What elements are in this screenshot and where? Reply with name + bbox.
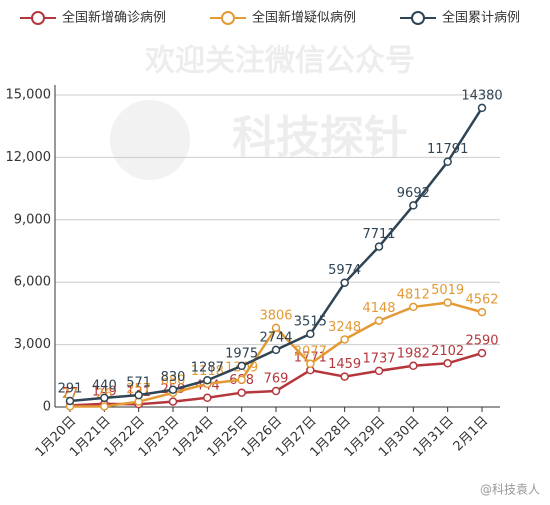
data-label: 4148 [362, 301, 395, 316]
data-label: 3806 [259, 308, 292, 323]
y-tick-label: 3,000 [14, 337, 51, 352]
data-point [271, 323, 281, 333]
data-point [443, 359, 452, 368]
data-point [477, 307, 487, 317]
data-point [271, 386, 281, 396]
data-label: 2102 [431, 344, 464, 359]
legend-item: 全国累计病例 [400, 10, 520, 26]
data-label: 769 [264, 372, 289, 387]
data-label: 9692 [397, 186, 430, 201]
data-point [271, 345, 281, 355]
data-label: 77 [62, 386, 79, 401]
data-point [443, 157, 452, 166]
data-point [237, 388, 246, 397]
data-point [477, 348, 487, 358]
data-label: 291 [58, 381, 83, 396]
data-point [374, 366, 384, 376]
data-label: 2077 [294, 344, 327, 359]
watermark: @科技袁人 [480, 483, 540, 497]
data-label: 27 [62, 387, 79, 402]
y-tick-label: 6,000 [14, 275, 51, 290]
data-label: 680 [161, 373, 186, 388]
data-point [203, 393, 212, 403]
data-point [203, 375, 212, 385]
legend-label: 全国新增确诊病例 [62, 10, 166, 26]
data-label: 440 [92, 378, 117, 393]
data-label: 1982 [397, 346, 430, 361]
data-label: 7711 [362, 227, 395, 242]
data-label: 830 [161, 370, 186, 385]
data-label: 571 [126, 376, 151, 391]
legend-item: 全国新增疑似病例 [210, 10, 356, 26]
data-point [100, 402, 109, 411]
data-point [306, 359, 315, 369]
watermark-logo [110, 100, 190, 180]
data-label: 14380 [461, 88, 502, 103]
data-label: 5974 [328, 263, 361, 278]
data-label: 3515 [294, 314, 327, 329]
data-label: 11791 [427, 142, 468, 157]
data-point [443, 298, 452, 307]
x-tick-label: 2月1日 [451, 414, 492, 455]
y-tick-label: 9,000 [14, 212, 51, 227]
data-point [409, 201, 418, 210]
data-label: 1287 [191, 361, 224, 376]
legend-label: 全国累计病例 [442, 10, 520, 26]
data-label: 2590 [465, 334, 498, 349]
data-point [374, 242, 384, 251]
data-label: 3248 [328, 320, 361, 335]
watermark: 欢迎关注微信公众号 [144, 44, 415, 79]
data-point [409, 361, 418, 371]
data-point [374, 316, 384, 325]
data-point [237, 361, 246, 371]
data-label: 1737 [362, 351, 395, 366]
data-point [237, 375, 246, 385]
legend-label: 全国新增疑似病例 [252, 10, 356, 26]
data-label: 1459 [328, 357, 361, 372]
data-label: 1975 [225, 346, 258, 361]
data-label: 4812 [397, 287, 430, 302]
data-point [340, 278, 349, 287]
data-point [168, 385, 178, 394]
data-label: 5019 [431, 283, 464, 298]
y-tick-label: 0 [43, 400, 51, 415]
legend-marker [411, 11, 425, 25]
data-point [306, 329, 315, 339]
data-point [340, 372, 349, 381]
legend-item: 全国新增确诊病例 [20, 10, 166, 26]
watermark: 科技探针 [232, 112, 408, 163]
data-point [409, 302, 418, 312]
data-point [168, 397, 178, 406]
data-label: 4562 [465, 293, 498, 308]
data-label: 149 [92, 384, 117, 399]
legend-marker [31, 11, 45, 25]
data-point [100, 393, 109, 403]
data-point [340, 335, 349, 344]
data-point [65, 396, 75, 406]
data-label: 2744 [259, 330, 292, 345]
data-point [134, 390, 143, 400]
legend-marker [221, 11, 235, 25]
y-tick-label: 15,000 [6, 88, 52, 103]
data-point [477, 103, 487, 113]
y-tick-label: 12,000 [6, 150, 52, 165]
